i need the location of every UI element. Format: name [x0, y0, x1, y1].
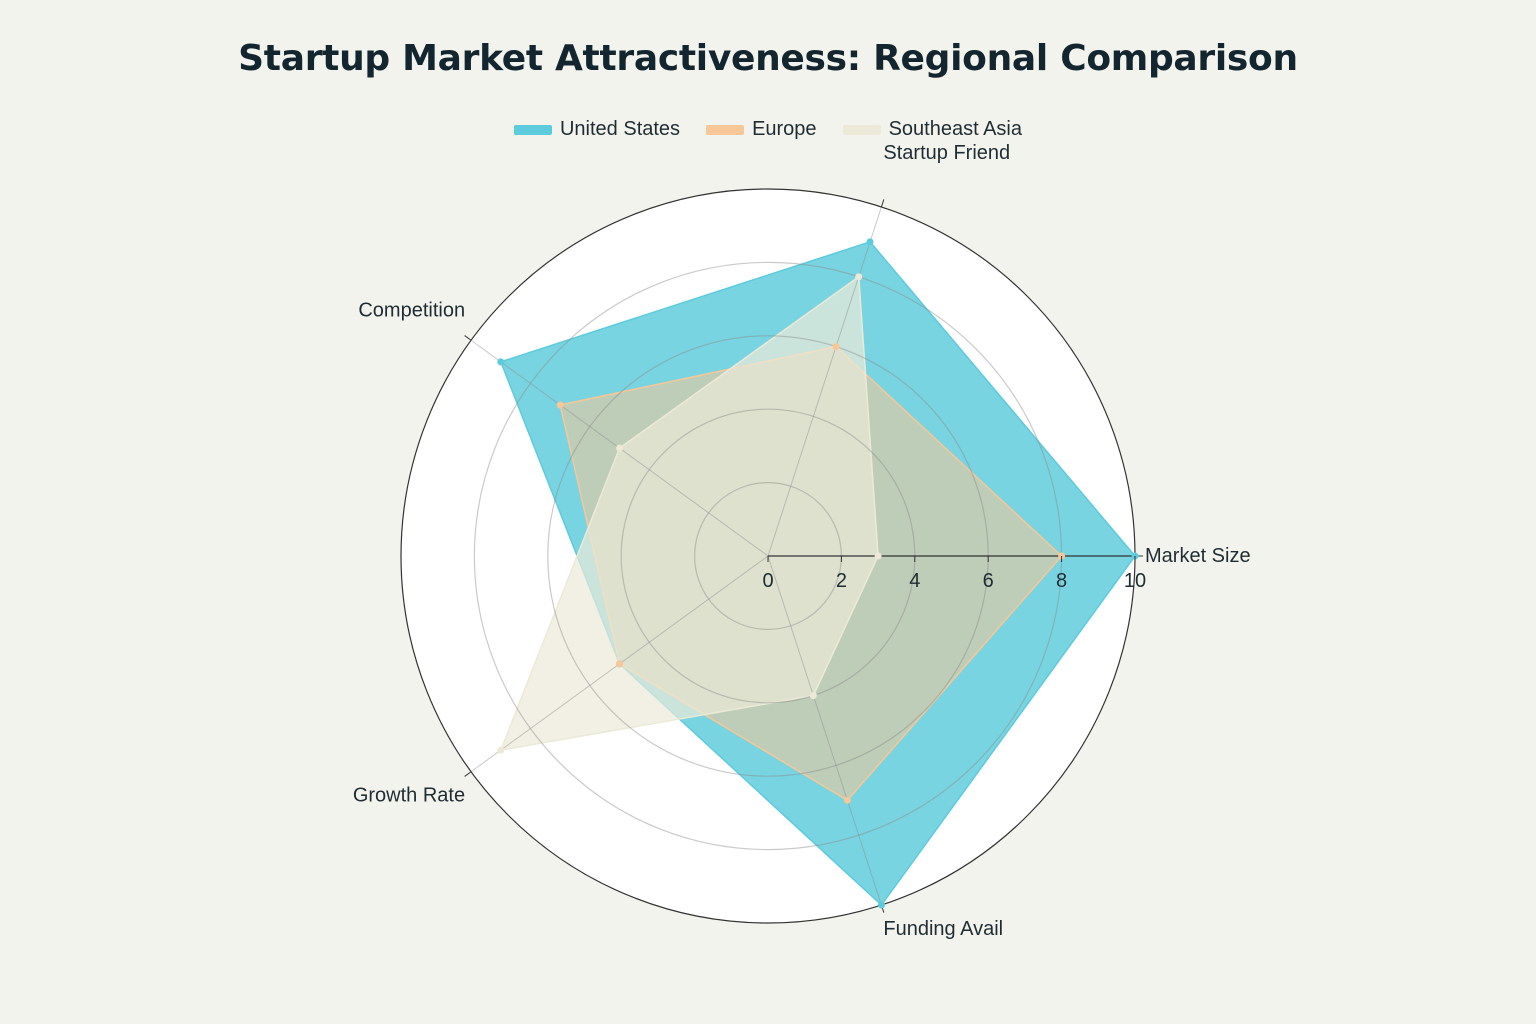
axis-tick	[465, 336, 471, 341]
axis-tick	[881, 199, 883, 207]
data-point	[498, 747, 504, 753]
tick-label: 6	[983, 570, 994, 592]
tick-label: 8	[1056, 570, 1067, 592]
axis-label: Funding Avail	[883, 918, 1003, 940]
tick-label: 2	[836, 570, 847, 592]
data-point	[878, 902, 884, 908]
axis-label: Market Size	[1145, 545, 1251, 567]
data-point	[833, 344, 839, 350]
data-point	[498, 359, 504, 365]
axis-label: Competition	[358, 299, 465, 321]
axis-label: Growth Rate	[353, 785, 465, 807]
tick-label: 10	[1124, 570, 1146, 592]
axis-tick	[465, 772, 471, 777]
tick-label: 0	[762, 570, 773, 592]
data-point	[617, 445, 623, 451]
data-point	[557, 402, 563, 408]
data-point	[844, 797, 850, 803]
data-point	[875, 553, 881, 559]
data-point	[810, 693, 816, 699]
data-point	[867, 239, 873, 245]
data-point	[856, 274, 862, 280]
axis-label: Startup Friend	[883, 142, 1010, 164]
tick-label: 4	[909, 570, 920, 592]
data-point	[617, 661, 623, 667]
